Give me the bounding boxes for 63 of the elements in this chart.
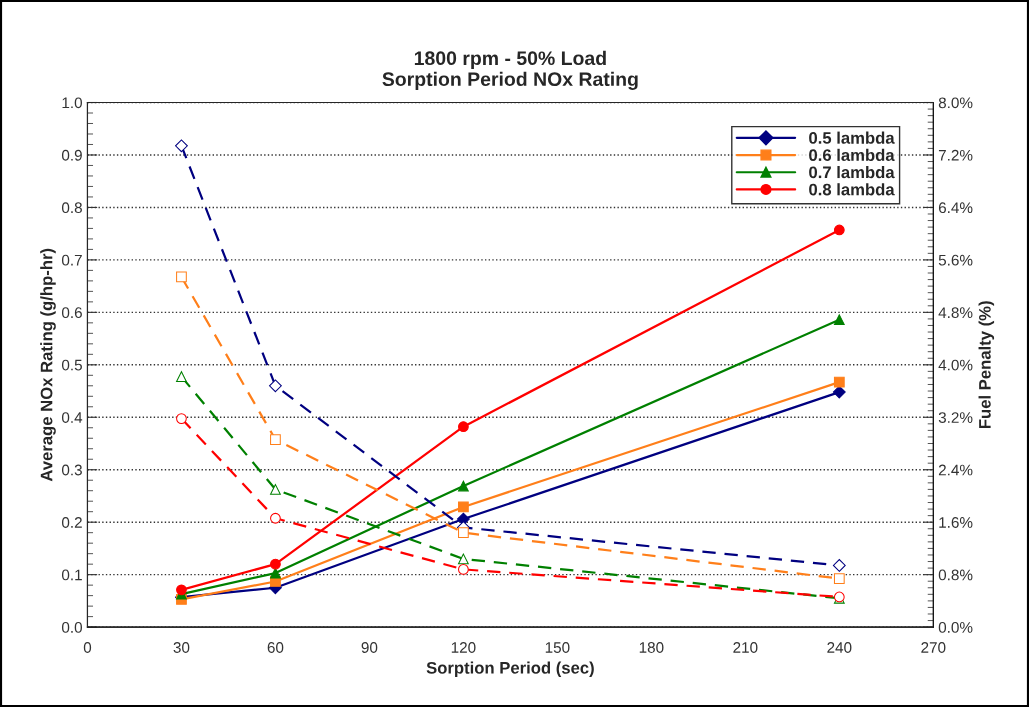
y-tick-label: 0.0 bbox=[61, 621, 83, 633]
y-tick-label: 0.2 bbox=[61, 517, 82, 528]
point bbox=[458, 421, 469, 433]
point bbox=[458, 553, 469, 565]
y2-tick-label: 4.8% bbox=[938, 307, 973, 319]
y-tick-label: 0.6 bbox=[61, 307, 82, 319]
point bbox=[833, 376, 845, 388]
y-tick-label: 0.9 bbox=[61, 149, 82, 161]
point bbox=[270, 567, 281, 579]
x-tick-label: 120 bbox=[451, 642, 476, 653]
y2-tick-label: 8.0% bbox=[938, 97, 973, 109]
y2-tick-label: 3.2% bbox=[938, 412, 973, 423]
x-tick-label: 240 bbox=[827, 642, 852, 653]
x-tick-label: 0 bbox=[83, 642, 92, 653]
y-tick-label: 0.7 bbox=[61, 254, 82, 266]
point bbox=[458, 501, 469, 513]
x-tick-label: 150 bbox=[545, 642, 570, 653]
y-tick-label: 0.1 bbox=[61, 569, 82, 581]
y2-tick-label: 0.8% bbox=[938, 569, 973, 581]
point bbox=[832, 385, 846, 399]
y2-tick-label: 7.2% bbox=[938, 149, 973, 161]
y2-tick-label: 0.0% bbox=[938, 621, 973, 633]
legend-label: 0.8 lambda bbox=[809, 183, 895, 196]
point bbox=[176, 413, 187, 424]
point bbox=[269, 379, 282, 393]
y2-tick-label: 2.4% bbox=[938, 464, 973, 476]
point bbox=[176, 271, 187, 283]
y-axis-title: Average NOx Rating (g/hp-hr) bbox=[40, 248, 56, 482]
chart-title: 1800 rpm - 50% Load Sorption Period NOx Rating bbox=[382, 50, 638, 90]
point bbox=[458, 564, 469, 575]
point bbox=[176, 371, 187, 382]
legend-label: 0.7 lambda bbox=[809, 165, 895, 179]
legend-label: 0.5 lambda bbox=[809, 131, 895, 144]
y2-axis-title: Fuel Penalty (%) bbox=[978, 301, 995, 429]
x-tick-label: 180 bbox=[639, 642, 664, 653]
y-tick-label: 1.0 bbox=[62, 97, 83, 109]
x-axis-title: Sorption Period (sec) bbox=[426, 661, 594, 678]
point bbox=[833, 314, 845, 326]
point bbox=[833, 224, 845, 236]
point bbox=[833, 573, 845, 584]
x-tick-label: 30 bbox=[173, 642, 190, 653]
y2-tick-label: 5.6% bbox=[938, 254, 973, 266]
point bbox=[270, 434, 281, 445]
y-tick-label: 0.4 bbox=[61, 412, 83, 423]
x-tick-label: 90 bbox=[361, 642, 378, 653]
point bbox=[458, 480, 469, 492]
y-tick-label: 0.5 bbox=[61, 359, 82, 371]
y-tick-label: 0.3 bbox=[61, 464, 82, 476]
x-tick-label: 210 bbox=[733, 642, 758, 653]
y2-tick-label: 1.6% bbox=[939, 517, 973, 528]
point bbox=[458, 527, 469, 539]
point bbox=[270, 512, 281, 524]
x-tick-label: 270 bbox=[921, 642, 946, 653]
point bbox=[270, 558, 281, 570]
legend-label: 0.6 lambda bbox=[809, 148, 895, 162]
point bbox=[175, 139, 188, 153]
point bbox=[270, 484, 281, 495]
point bbox=[176, 584, 187, 596]
y2-tick-label: 6.4% bbox=[938, 202, 973, 214]
x-tick-label: 60 bbox=[267, 642, 284, 653]
point bbox=[832, 559, 846, 572]
y2-tick-label: 4.0% bbox=[938, 359, 973, 371]
y-tick-label: 0.8 bbox=[61, 202, 82, 214]
